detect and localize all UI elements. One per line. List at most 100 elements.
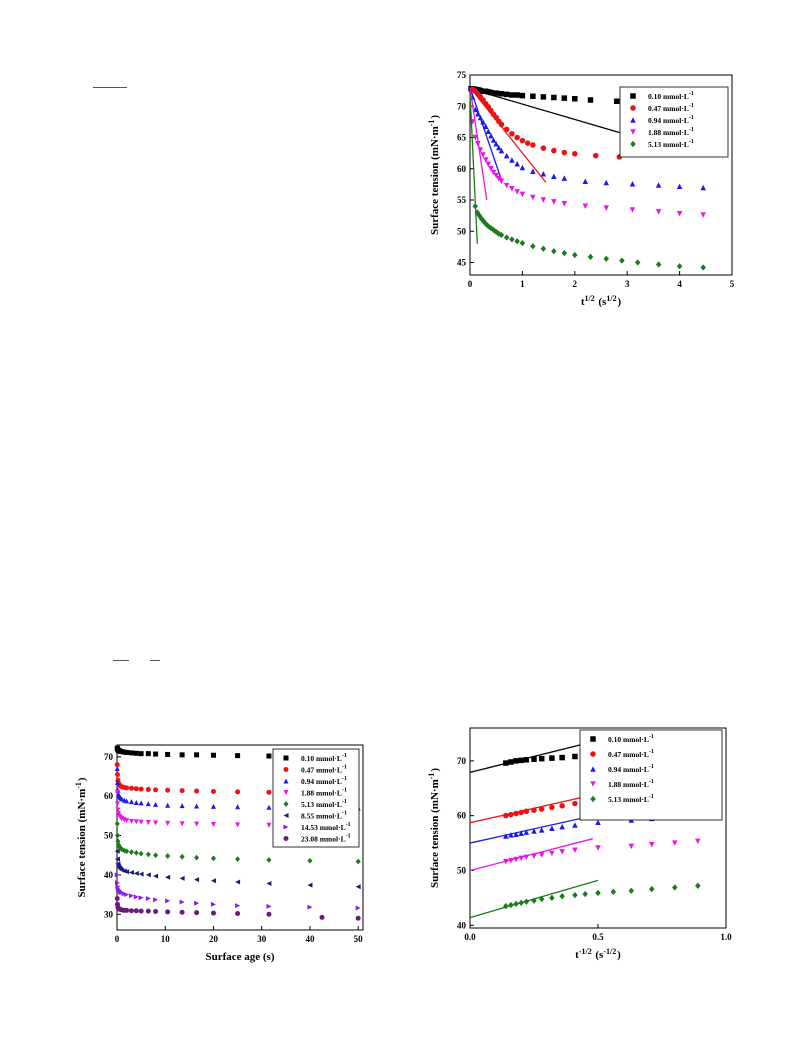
data-point (476, 212, 483, 219)
data-point (498, 178, 505, 184)
data-point (194, 821, 200, 827)
legend-label: 23.08 mmol·L-1 (301, 834, 351, 844)
y-axis-label: Surface tension (mN·m-1 ) (427, 768, 441, 888)
x-tick-label: 4 (677, 279, 682, 289)
data-point (518, 809, 524, 816)
data-point (235, 903, 241, 909)
data-point (509, 131, 515, 137)
data-point (145, 872, 151, 878)
data-point (266, 857, 272, 863)
data-point (549, 850, 555, 857)
data-point (355, 884, 361, 890)
data-point (165, 909, 171, 915)
series-1 (114, 745, 272, 759)
data-point (488, 89, 494, 96)
data-point (531, 756, 537, 762)
legend-marker (283, 755, 289, 761)
x-tick-label: 1.0 (720, 932, 732, 942)
data-point (307, 904, 313, 910)
data-point (496, 144, 502, 151)
data-point (490, 169, 497, 176)
data-point (114, 801, 120, 807)
legend-marker (590, 795, 596, 803)
data-point (523, 757, 530, 763)
data-point (503, 234, 510, 241)
data-point (498, 121, 505, 128)
x-tick-label: 1 (520, 279, 525, 289)
data-point (508, 759, 514, 765)
data-point (477, 147, 484, 153)
data-point (165, 751, 171, 757)
data-point (266, 903, 272, 909)
data-point (145, 896, 151, 902)
series-4 (469, 87, 706, 218)
data-point (153, 852, 159, 859)
legend-marker (590, 781, 596, 787)
data-point (165, 787, 171, 793)
data-point (551, 147, 557, 154)
data-point (559, 823, 565, 830)
data-point (629, 207, 636, 213)
legend-marker (590, 751, 596, 757)
data-point (194, 788, 200, 794)
legend-marker (283, 767, 289, 772)
x-tick-label: 2 (573, 279, 578, 289)
data-point (655, 182, 662, 188)
data-point (114, 872, 120, 878)
data-point (165, 853, 171, 859)
legend-label: 0.47 mmol·L-1 (301, 765, 347, 775)
data-point (518, 899, 524, 906)
data-point (115, 807, 121, 813)
data-point (114, 820, 120, 827)
x-tick-label: 40 (305, 934, 315, 944)
data-point (210, 855, 216, 862)
x-tick-label: 3 (625, 279, 630, 289)
data-point (266, 881, 272, 887)
legend-label: 1.88 mmol·L-1 (648, 127, 694, 137)
data-point (488, 166, 494, 172)
data-point (514, 134, 520, 141)
data-point (619, 257, 625, 264)
decorative-rule (150, 660, 160, 661)
data-point (496, 230, 502, 237)
data-point (133, 819, 139, 825)
y-tick-label: 55 (457, 195, 467, 205)
x-tick-label: 10 (161, 934, 171, 944)
fit-line (469, 93, 478, 244)
data-point (124, 798, 130, 804)
data-point (165, 820, 171, 826)
data-point (509, 186, 515, 192)
data-point (114, 772, 120, 778)
data-point (114, 762, 120, 768)
data-point (194, 752, 200, 758)
data-point (128, 908, 134, 914)
data-point (519, 239, 526, 247)
data-point (649, 885, 655, 893)
data-point (179, 875, 185, 881)
data-point (508, 857, 514, 864)
data-point (133, 799, 139, 805)
legend-label: 8.55 mmol·L-1 (301, 811, 347, 821)
data-point (179, 788, 185, 794)
data-point (266, 753, 272, 759)
data-point (514, 189, 520, 195)
data-point (634, 259, 641, 266)
decorative-rule (93, 87, 127, 88)
data-point (153, 820, 159, 826)
data-point (480, 152, 486, 158)
data-point (493, 90, 499, 96)
data-point (145, 751, 151, 757)
legend-box (579, 729, 723, 821)
data-point (523, 829, 530, 835)
data-point (475, 141, 481, 147)
legend: 0.10 mmol·L-1 0.47 mmol·L-1 0.94 mmol·L-… (579, 729, 723, 821)
series-5 (469, 879, 701, 919)
data-point (518, 830, 524, 836)
data-point (478, 215, 485, 222)
data-point (540, 245, 547, 252)
legend-marker (283, 778, 289, 784)
fit-line (469, 87, 547, 183)
data-point (561, 175, 568, 181)
data-point (124, 869, 130, 875)
